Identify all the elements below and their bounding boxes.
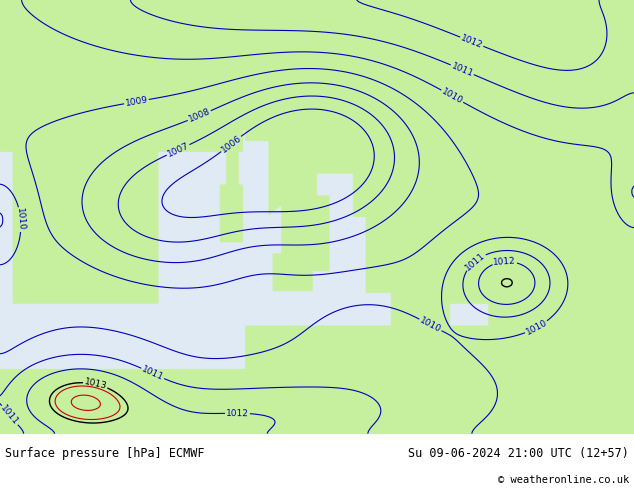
Text: 1006: 1006 — [219, 133, 243, 154]
Text: Su 09-06-2024 21:00 UTC (12+57): Su 09-06-2024 21:00 UTC (12+57) — [408, 447, 629, 460]
Text: Surface pressure [hPa] ECMWF: Surface pressure [hPa] ECMWF — [5, 447, 205, 460]
Text: 1012: 1012 — [493, 256, 516, 267]
Text: 1010: 1010 — [524, 318, 548, 337]
Text: 1010: 1010 — [418, 316, 443, 334]
Text: 1011: 1011 — [140, 365, 165, 382]
Text: 1013: 1013 — [83, 377, 108, 391]
Text: 1008: 1008 — [187, 107, 212, 124]
Text: 1007: 1007 — [165, 141, 190, 159]
Text: 1011: 1011 — [450, 61, 475, 78]
Text: 1009: 1009 — [124, 95, 148, 108]
Text: 1010: 1010 — [440, 87, 465, 106]
Text: 1010: 1010 — [15, 208, 26, 231]
Text: 1011: 1011 — [463, 250, 487, 272]
Text: © weatheronline.co.uk: © weatheronline.co.uk — [498, 475, 629, 485]
Text: 1011: 1011 — [0, 404, 20, 427]
Text: 1012: 1012 — [460, 33, 484, 50]
Text: 1012: 1012 — [226, 409, 249, 418]
